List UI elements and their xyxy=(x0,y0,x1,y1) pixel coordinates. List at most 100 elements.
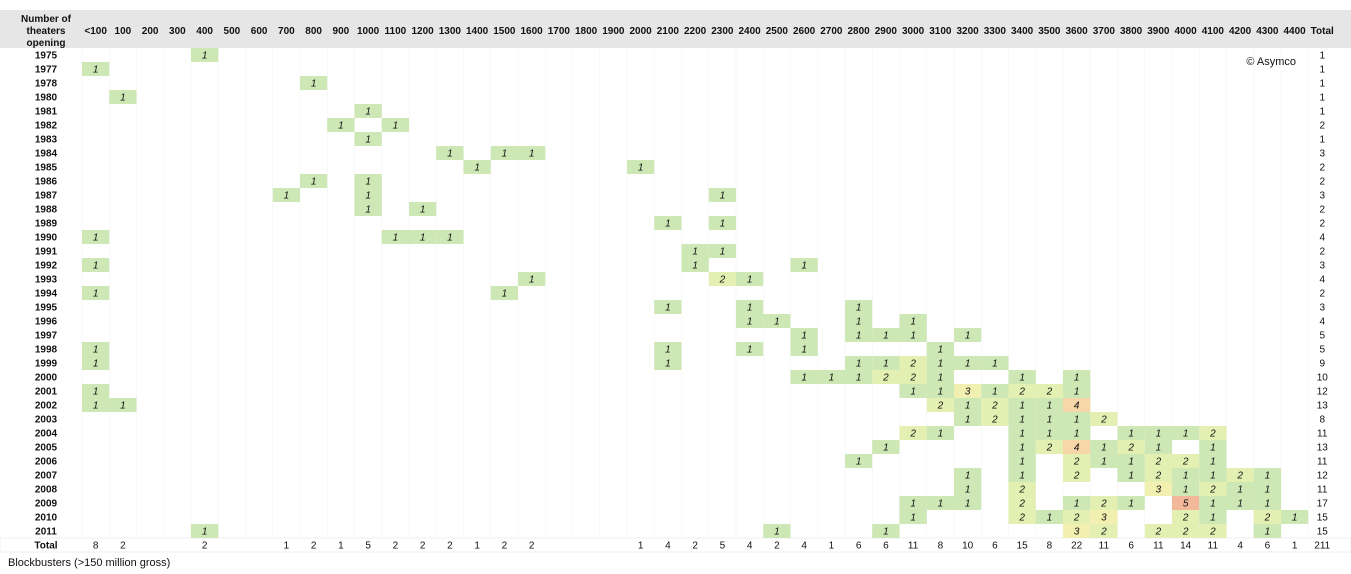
column-header: 2400 xyxy=(739,26,762,37)
heatmap-cell xyxy=(1008,412,1036,426)
heatmap-cell xyxy=(1035,440,1063,454)
cell-value: 1 xyxy=(747,345,753,356)
cell-value: 1 xyxy=(365,107,371,118)
heatmap-cell xyxy=(926,398,954,412)
row-total: 5 xyxy=(1319,331,1325,342)
column-total: 6 xyxy=(856,541,862,552)
heatmap-cell xyxy=(899,496,927,510)
heatmap-cell xyxy=(845,356,873,370)
cell-value: 2 xyxy=(1209,429,1216,440)
heatmap-cell xyxy=(1172,426,1200,440)
column-header: 2300 xyxy=(711,26,734,37)
column-total: 22 xyxy=(1071,541,1083,552)
row-total: 1 xyxy=(1319,135,1325,146)
row-total: 17 xyxy=(1317,499,1329,510)
heatmap-cell xyxy=(1226,482,1254,496)
cell-value: 1 xyxy=(202,51,208,62)
column-total: 6 xyxy=(1128,541,1134,552)
row-total: 2 xyxy=(1319,177,1325,188)
cell-value: 1 xyxy=(1074,429,1080,440)
cell-value: 2 xyxy=(1018,387,1025,398)
row-label-year: 1977 xyxy=(35,65,58,76)
row-label-year: 2006 xyxy=(35,457,58,468)
row-label-year: 1995 xyxy=(35,303,58,314)
row-total: 1 xyxy=(1319,79,1325,90)
column-total: 2 xyxy=(311,541,317,552)
cell-value: 1 xyxy=(393,233,399,244)
column-header: <100 xyxy=(84,26,107,37)
row-total: 12 xyxy=(1317,387,1329,398)
cell-value: 1 xyxy=(992,359,998,370)
heatmap-cell xyxy=(272,188,300,202)
column-total: 4 xyxy=(801,541,807,552)
heatmap-cell xyxy=(1253,496,1281,510)
cell-value: 1 xyxy=(311,177,317,188)
cell-value: 1 xyxy=(202,527,208,538)
column-total: 1 xyxy=(338,541,344,552)
row-label-year: 1983 xyxy=(35,135,58,146)
column-total: 2 xyxy=(120,541,126,552)
row-total: 2 xyxy=(1319,121,1325,132)
column-total: 2 xyxy=(502,541,508,552)
cell-value: 1 xyxy=(1237,499,1243,510)
cell-value: 1 xyxy=(747,303,753,314)
cell-value: 1 xyxy=(965,415,971,426)
column-total: 8 xyxy=(1047,541,1053,552)
heatmap-cell xyxy=(1063,412,1091,426)
column-header: 600 xyxy=(251,26,268,37)
cell-value: 1 xyxy=(1074,415,1080,426)
row-label-year: 1980 xyxy=(35,93,58,104)
column-header: 3200 xyxy=(957,26,980,37)
heatmap-cell xyxy=(1035,426,1063,440)
column-header: 1600 xyxy=(521,26,544,37)
column-header: 800 xyxy=(305,26,322,37)
cell-value: 1 xyxy=(747,275,753,286)
cell-value: 1 xyxy=(720,247,726,258)
cell-value: 1 xyxy=(365,177,371,188)
row-total: 5 xyxy=(1319,345,1325,356)
heatmap-cell xyxy=(82,384,110,398)
cell-value: 2 xyxy=(1236,471,1243,482)
cell-value: 1 xyxy=(1265,471,1271,482)
row-total: 2 xyxy=(1319,163,1325,174)
cell-value: 2 xyxy=(1018,485,1025,496)
heatmap-cell xyxy=(899,356,927,370)
column-total: 11 xyxy=(1099,541,1110,552)
column-header: 3900 xyxy=(1147,26,1170,37)
corner-label: Number of theaters opening xyxy=(21,14,72,49)
total-row-label: Total xyxy=(34,541,57,552)
heatmap-cell xyxy=(1035,398,1063,412)
header-band xyxy=(0,10,1351,48)
heatmap-cell xyxy=(354,104,382,118)
cell-value: 3 xyxy=(1101,513,1107,524)
heatmap-cell xyxy=(381,118,409,132)
heatmap-cell xyxy=(327,118,355,132)
heatmap-cell xyxy=(1199,496,1227,510)
cell-value: 1 xyxy=(965,499,971,510)
cell-value: 1 xyxy=(1128,499,1134,510)
heatmap-cell xyxy=(899,384,927,398)
heatmap-cell xyxy=(845,300,873,314)
heatmap-cell xyxy=(1172,468,1200,482)
heatmap-cell xyxy=(191,524,219,538)
heatmap-cell xyxy=(1144,482,1172,496)
heatmap-cell xyxy=(1226,496,1254,510)
heatmap-cell xyxy=(518,272,546,286)
heatmap-cell xyxy=(1117,496,1145,510)
heatmap-cell xyxy=(1199,482,1227,496)
heatmap-cell xyxy=(872,524,900,538)
heatmap-cell xyxy=(490,286,518,300)
column-header: 2900 xyxy=(875,26,898,37)
heatmap-cell xyxy=(845,454,873,468)
cell-value: 1 xyxy=(938,345,944,356)
cell-value: 1 xyxy=(1047,429,1053,440)
heatmap-cell xyxy=(1063,398,1091,412)
cell-value: 1 xyxy=(938,387,944,398)
heatmap-cell xyxy=(518,146,546,160)
column-header: 1400 xyxy=(466,26,489,37)
cell-value: 1 xyxy=(1074,387,1080,398)
column-header: 3500 xyxy=(1038,26,1061,37)
row-total: 4 xyxy=(1319,233,1325,244)
heatmap-cell xyxy=(1253,468,1281,482)
row-label-year: 1988 xyxy=(35,205,58,216)
